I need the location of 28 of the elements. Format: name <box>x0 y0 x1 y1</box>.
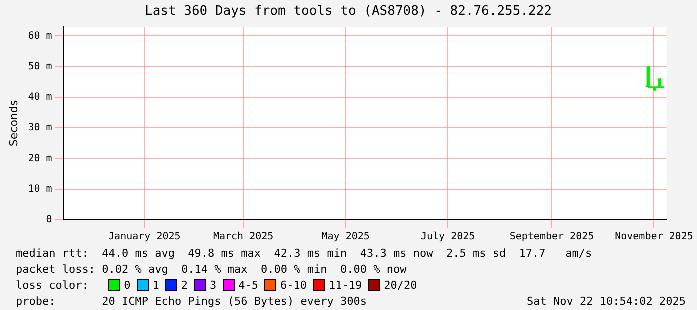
y-tick-label: 20 m <box>28 153 52 164</box>
legend-title: loss color: <box>16 279 90 292</box>
legend-label: 1 <box>152 279 160 292</box>
text: Sat Nov 22 10:54:02 2025 <box>527 294 686 310</box>
x-tick-label: January 2025 <box>108 232 181 243</box>
legend-label: 20/20 <box>384 279 418 292</box>
text: median rtt: 44.0 ms avg 49.8 ms max 42.3 ms min 43.3 ms now 2.5 ms sd 17.7 am/s <box>16 246 594 262</box>
x-tick-label: September 2025 <box>510 232 594 243</box>
y-tick-label: 30 m <box>28 122 52 134</box>
y-tick-label: 50 m <box>28 61 52 72</box>
y-tick-label: 60 m <box>28 30 52 42</box>
y-tick-label: 0 <box>46 214 52 226</box>
x-tick-label: May 2025 <box>322 232 370 243</box>
legend-label: 2 <box>181 279 188 292</box>
legend-label: 0 <box>124 279 131 292</box>
y-tick-label: 10 m <box>28 184 52 195</box>
text: packet loss: 0.02 % avg 0.14 % max 0.00 % min 0.00 % now <box>16 262 408 278</box>
legend-label: 4-5 <box>238 279 258 292</box>
legend-label: 3 <box>210 279 217 292</box>
x-tick-label: November 2025 <box>615 232 694 243</box>
text: probe: 20 ICMP Echo Pings (56 Bytes) every 300s <box>16 295 367 308</box>
y-axis-title: Seconds <box>7 100 20 147</box>
chart-title: Last 360 Days from tools to (AS8708) - 82.76.255.222 <box>144 4 553 19</box>
x-tick-label: March 2025 <box>213 232 274 243</box>
legend-label: 11-19 <box>328 279 362 292</box>
y-tick-label: 40 m <box>28 92 52 104</box>
x-tick-label: July 2025 <box>420 232 476 243</box>
legend-label: 6-10 <box>280 279 307 292</box>
